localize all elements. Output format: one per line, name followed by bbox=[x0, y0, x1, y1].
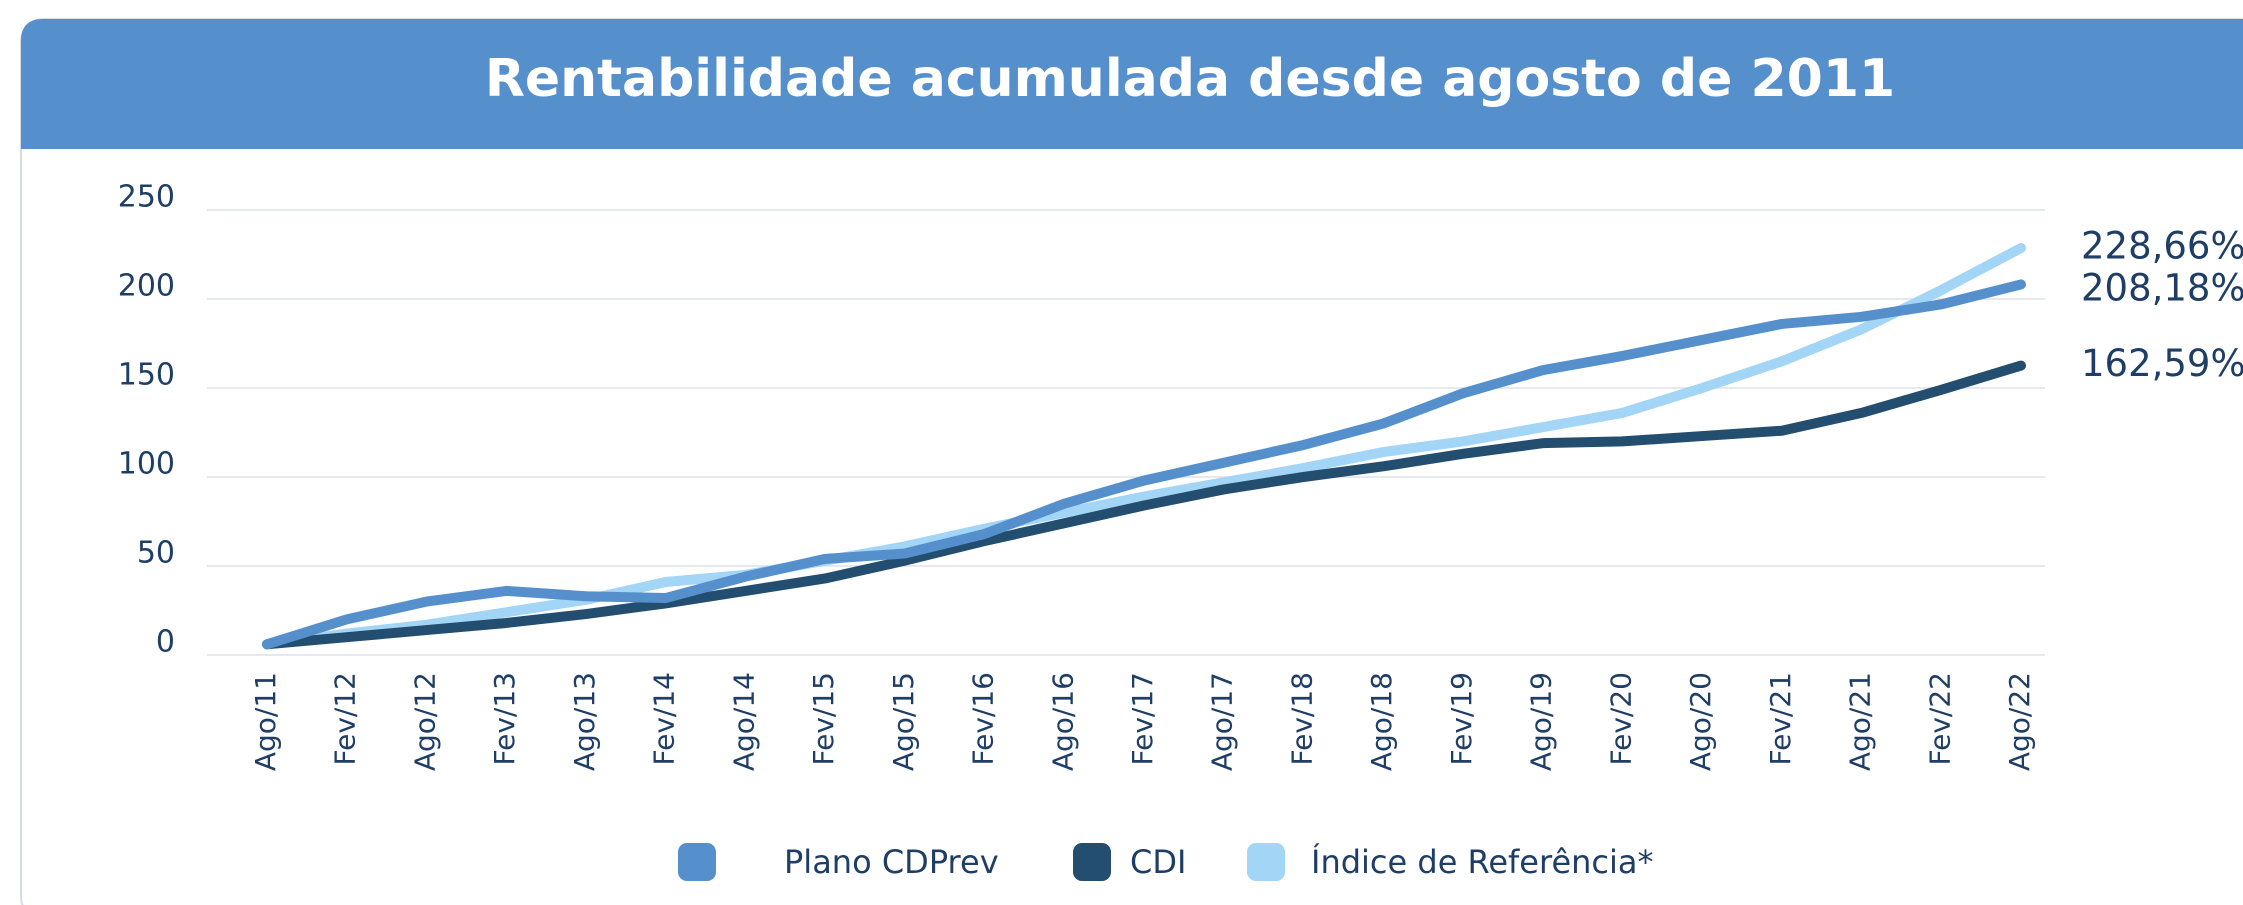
x-tick-label: Ago/13 bbox=[568, 672, 601, 771]
y-tick-label: 100 bbox=[118, 447, 175, 482]
x-tick-label: Ago/16 bbox=[1046, 672, 1079, 771]
x-tick-label: Ago/21 bbox=[1844, 672, 1877, 771]
series-line bbox=[262, 242, 2026, 650]
x-tick-label: Fev/21 bbox=[1764, 672, 1797, 765]
x-tick-label: Ago/14 bbox=[727, 672, 760, 771]
end-value-label: 228,66% bbox=[2081, 224, 2243, 267]
x-tick-label: Fev/22 bbox=[1923, 672, 1956, 765]
x-tick-label: Ago/20 bbox=[1684, 672, 1717, 771]
x-tick-label: Fev/18 bbox=[1285, 672, 1318, 765]
y-tick-label: 0 bbox=[156, 625, 175, 660]
x-tick-label: Fev/19 bbox=[1445, 672, 1478, 765]
legend-label: Índice de Referência* bbox=[1311, 843, 1654, 881]
x-tick-label: Fev/13 bbox=[488, 672, 521, 765]
x-tick-label: Ago/19 bbox=[1525, 672, 1558, 771]
header-band bbox=[21, 19, 2243, 149]
legend-swatch bbox=[678, 843, 716, 881]
y-tick-label: 250 bbox=[118, 180, 175, 215]
x-tick-label: Fev/16 bbox=[967, 672, 1000, 765]
end-value-label: 208,18% bbox=[2081, 266, 2243, 309]
series-line bbox=[262, 279, 2026, 650]
x-tick-label: Fev/17 bbox=[1126, 672, 1159, 765]
legend-label: CDI bbox=[1130, 843, 1186, 881]
x-tick-label: Fev/20 bbox=[1604, 672, 1637, 765]
card bbox=[20, 18, 2243, 905]
legend-label: Plano CDPrev bbox=[784, 843, 999, 881]
x-tick-label: Ago/11 bbox=[249, 672, 282, 771]
x-tick-label: Ago/22 bbox=[2003, 672, 2036, 771]
x-tick-label: Ago/18 bbox=[1365, 672, 1398, 771]
end-value-label: 162,59% bbox=[2081, 342, 2243, 385]
legend-swatch bbox=[1247, 843, 1285, 881]
chart-title: Rentabilidade acumulada desde agosto de … bbox=[485, 49, 1895, 109]
x-tick-label: Ago/12 bbox=[408, 672, 441, 771]
x-tick-label: Fev/12 bbox=[329, 672, 362, 765]
x-tick-label: Fev/14 bbox=[648, 672, 681, 765]
x-tick-label: Fev/15 bbox=[807, 672, 840, 765]
series-line bbox=[262, 360, 2026, 650]
y-tick-label: 200 bbox=[118, 269, 175, 304]
x-tick-label: Ago/15 bbox=[887, 672, 920, 771]
y-tick-label: 50 bbox=[137, 536, 175, 571]
legend-swatch bbox=[1073, 843, 1111, 881]
y-tick-label: 150 bbox=[118, 358, 175, 393]
x-tick-label: Ago/17 bbox=[1206, 672, 1239, 771]
